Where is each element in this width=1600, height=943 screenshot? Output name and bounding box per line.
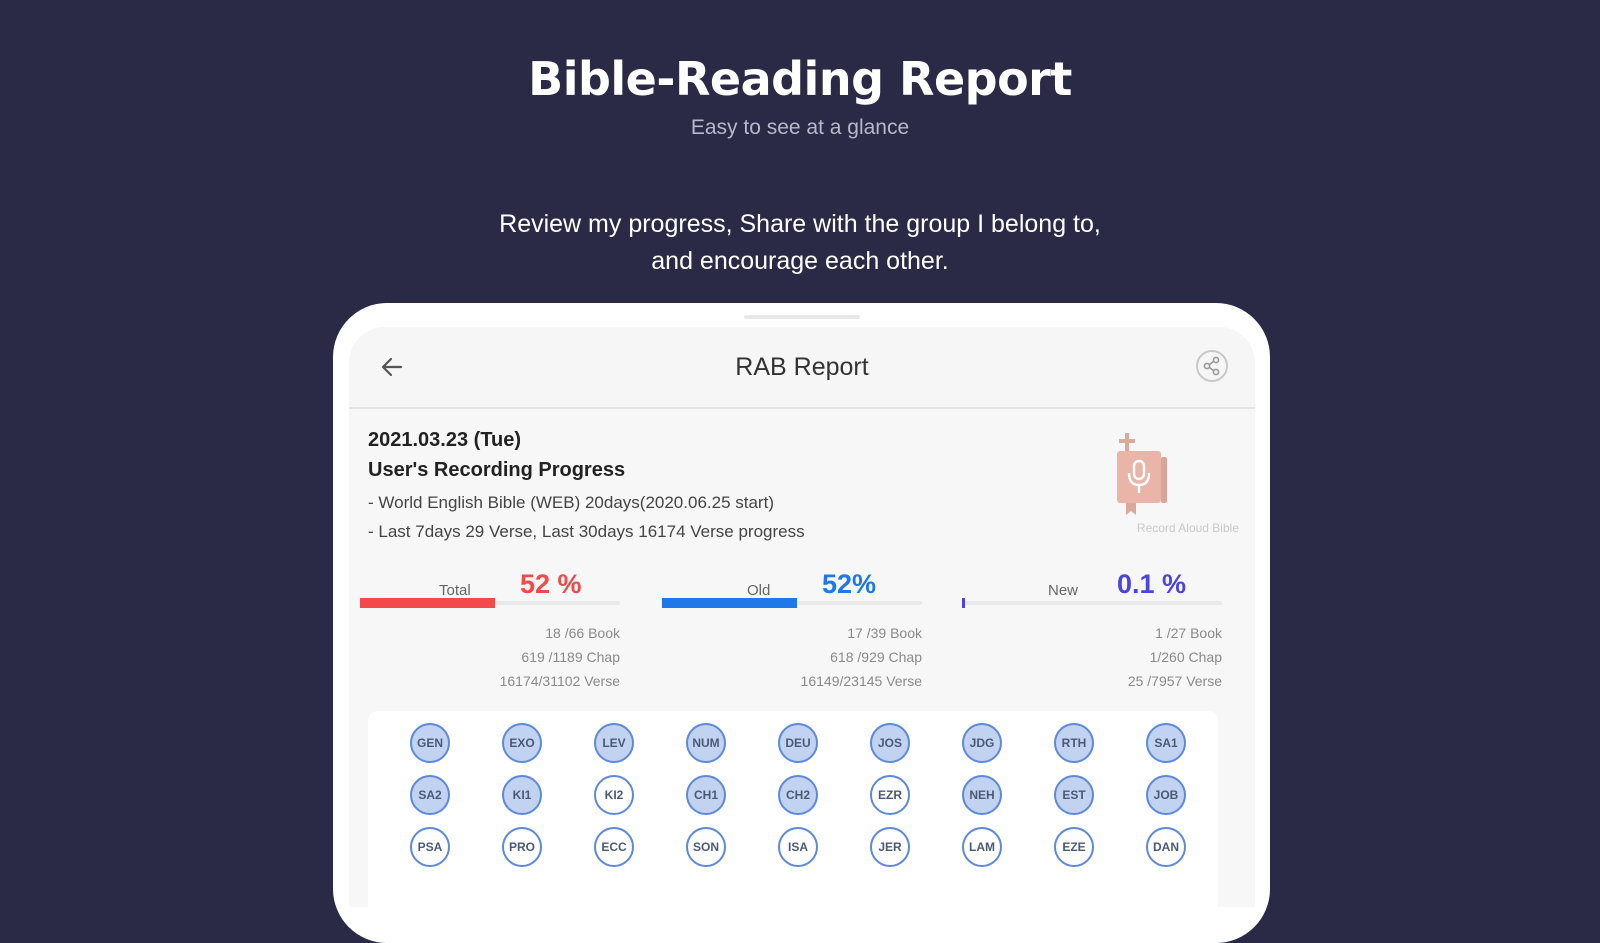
stat-new: New 0.1 % 1 /27 Book 1/260 Chap 25 /7957…	[962, 569, 1224, 699]
stat-new-verse: 25 /7957 Verse	[1127, 673, 1222, 689]
book-ch1[interactable]: CH1	[686, 775, 726, 815]
stat-new-track	[962, 598, 1222, 608]
book-ki1[interactable]: KI1	[502, 775, 542, 815]
logo-caption: Record Aloud Bible	[1136, 521, 1239, 535]
book-jos[interactable]: JOS	[870, 723, 910, 763]
hero-description-line: and encourage each other.	[651, 247, 949, 275]
book-ecc[interactable]: ECC	[594, 827, 634, 867]
book-eze[interactable]: EZE	[1054, 827, 1094, 867]
stat-total-track	[360, 598, 620, 608]
phone-notch	[744, 315, 860, 319]
report-info-line: - Last 7days 29 Verse, Last 30days 16174…	[368, 522, 805, 541]
hero-subtitle: Easy to see at a glance	[690, 116, 910, 139]
share-icon	[1203, 356, 1220, 376]
stat-old-fill	[662, 598, 797, 608]
stat-total: Total 52 % 18 /66 Book 619 /1189 Chap 16…	[360, 569, 622, 699]
book-pro[interactable]: PRO	[502, 827, 542, 867]
stat-total-label: Total	[439, 582, 471, 599]
back-button[interactable]	[373, 348, 411, 386]
book-job[interactable]: JOB	[1146, 775, 1186, 815]
app-screen: RAB Report 2021.03.23 (Tue) User's Recor…	[349, 327, 1255, 907]
stat-new-details: 1 /27 Book 1/260 Chap 25 /7957 Verse	[992, 621, 1222, 693]
book-psa[interactable]: PSA	[410, 827, 450, 867]
stat-new-book: 1 /27 Book	[1155, 625, 1222, 641]
stat-total-verse: 16174/31102 Verse	[499, 673, 620, 689]
stat-old: Old 52% 17 /39 Book 618 /929 Chap 16149/…	[662, 569, 924, 699]
book-jer[interactable]: JER	[870, 827, 910, 867]
arrow-left-icon	[381, 357, 403, 377]
book-panel: GEN EXO LEV NUM DEU JOS JDG RTH SA1 SA2 KI1 KI2 CH1 C…	[368, 711, 1218, 907]
hero-description: Review my progress, Share with the group…	[0, 206, 1600, 280]
book-neh[interactable]: NEH	[962, 775, 1002, 815]
stat-total-fill	[360, 598, 495, 608]
book-sa1[interactable]: SA1	[1146, 723, 1186, 763]
stat-old-track	[662, 598, 922, 608]
stat-new-fill	[962, 598, 965, 608]
book-grid: GEN EXO LEV NUM DEU JOS JDG RTH SA1 SA2 KI1 KI2 CH1 C…	[410, 723, 1186, 867]
hero-title: Bible-Reading Report	[528, 52, 1072, 106]
report-heading: User's Recording Progress	[368, 459, 626, 481]
stat-total-chap: 619 /1189 Chap	[521, 649, 620, 665]
stat-old-verse: 16149/23145 Verse	[800, 673, 922, 689]
book-lev[interactable]: LEV	[594, 723, 634, 763]
app-bar-title: RAB Report	[735, 353, 869, 381]
stat-new-label: New	[1048, 582, 1079, 599]
stat-new-chap: 1/260 Chap	[1149, 649, 1222, 665]
report-content: 2021.03.23 (Tue) User's Recording Progre…	[349, 409, 1255, 907]
book-ki2[interactable]: KI2	[594, 775, 634, 815]
share-button[interactable]	[1196, 350, 1228, 382]
stat-total-details: 18 /66 Book 619 /1189 Chap 16174/31102 V…	[390, 621, 620, 693]
stat-old-book: 17 /39 Book	[847, 625, 922, 641]
book-jdg[interactable]: JDG	[962, 723, 1002, 763]
hero-description-line: Review my progress, Share with the group…	[499, 210, 1101, 238]
book-lam[interactable]: LAM	[962, 827, 1002, 867]
stat-new-percent: 0.1 %	[1117, 569, 1187, 599]
book-rth[interactable]: RTH	[1054, 723, 1094, 763]
stat-old-label: Old	[747, 582, 771, 599]
record-aloud-bible-logo	[1117, 433, 1167, 515]
book-dan[interactable]: DAN	[1146, 827, 1186, 867]
report-info-line: - World English Bible (WEB) 20days(2020.…	[368, 493, 774, 512]
report-date: 2021.03.23 (Tue)	[368, 429, 522, 451]
book-ezr[interactable]: EZR	[870, 775, 910, 815]
book-deu[interactable]: DEU	[778, 723, 818, 763]
stat-old-percent: 52%	[822, 569, 877, 599]
stat-total-book: 18 /66 Book	[545, 625, 620, 641]
app-bar: RAB Report	[349, 327, 1255, 409]
book-isa[interactable]: ISA	[778, 827, 818, 867]
book-est[interactable]: EST	[1054, 775, 1094, 815]
stat-old-details: 17 /39 Book 618 /929 Chap 16149/23145 Ve…	[692, 621, 922, 693]
book-gen[interactable]: GEN	[410, 723, 450, 763]
book-num[interactable]: NUM	[686, 723, 726, 763]
book-exo[interactable]: EXO	[502, 723, 542, 763]
book-son[interactable]: SON	[686, 827, 726, 867]
stat-total-percent: 52 %	[520, 569, 582, 599]
stat-old-chap: 618 /929 Chap	[830, 649, 922, 665]
book-sa2[interactable]: SA2	[410, 775, 450, 815]
book-ch2[interactable]: CH2	[778, 775, 818, 815]
